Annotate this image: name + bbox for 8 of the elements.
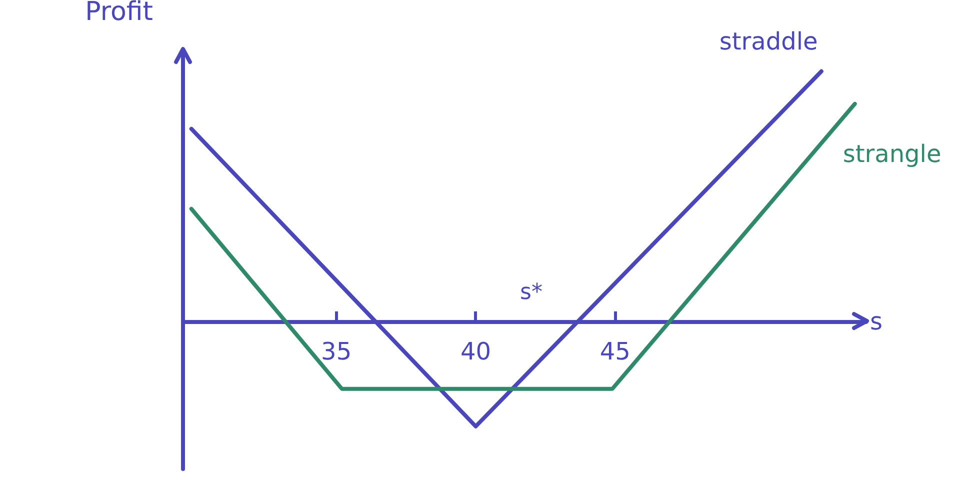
series-label: strangle bbox=[842, 140, 942, 168]
x-tick-label: 40 bbox=[460, 337, 491, 366]
x-tick-label: 35 bbox=[321, 337, 352, 366]
series-label: straddle bbox=[719, 27, 818, 56]
y-axis-title: Profit bbox=[85, 0, 153, 27]
annotation: s* bbox=[520, 280, 542, 305]
x-tick-label: 45 bbox=[600, 337, 630, 366]
x-axis-title: s bbox=[870, 307, 883, 336]
